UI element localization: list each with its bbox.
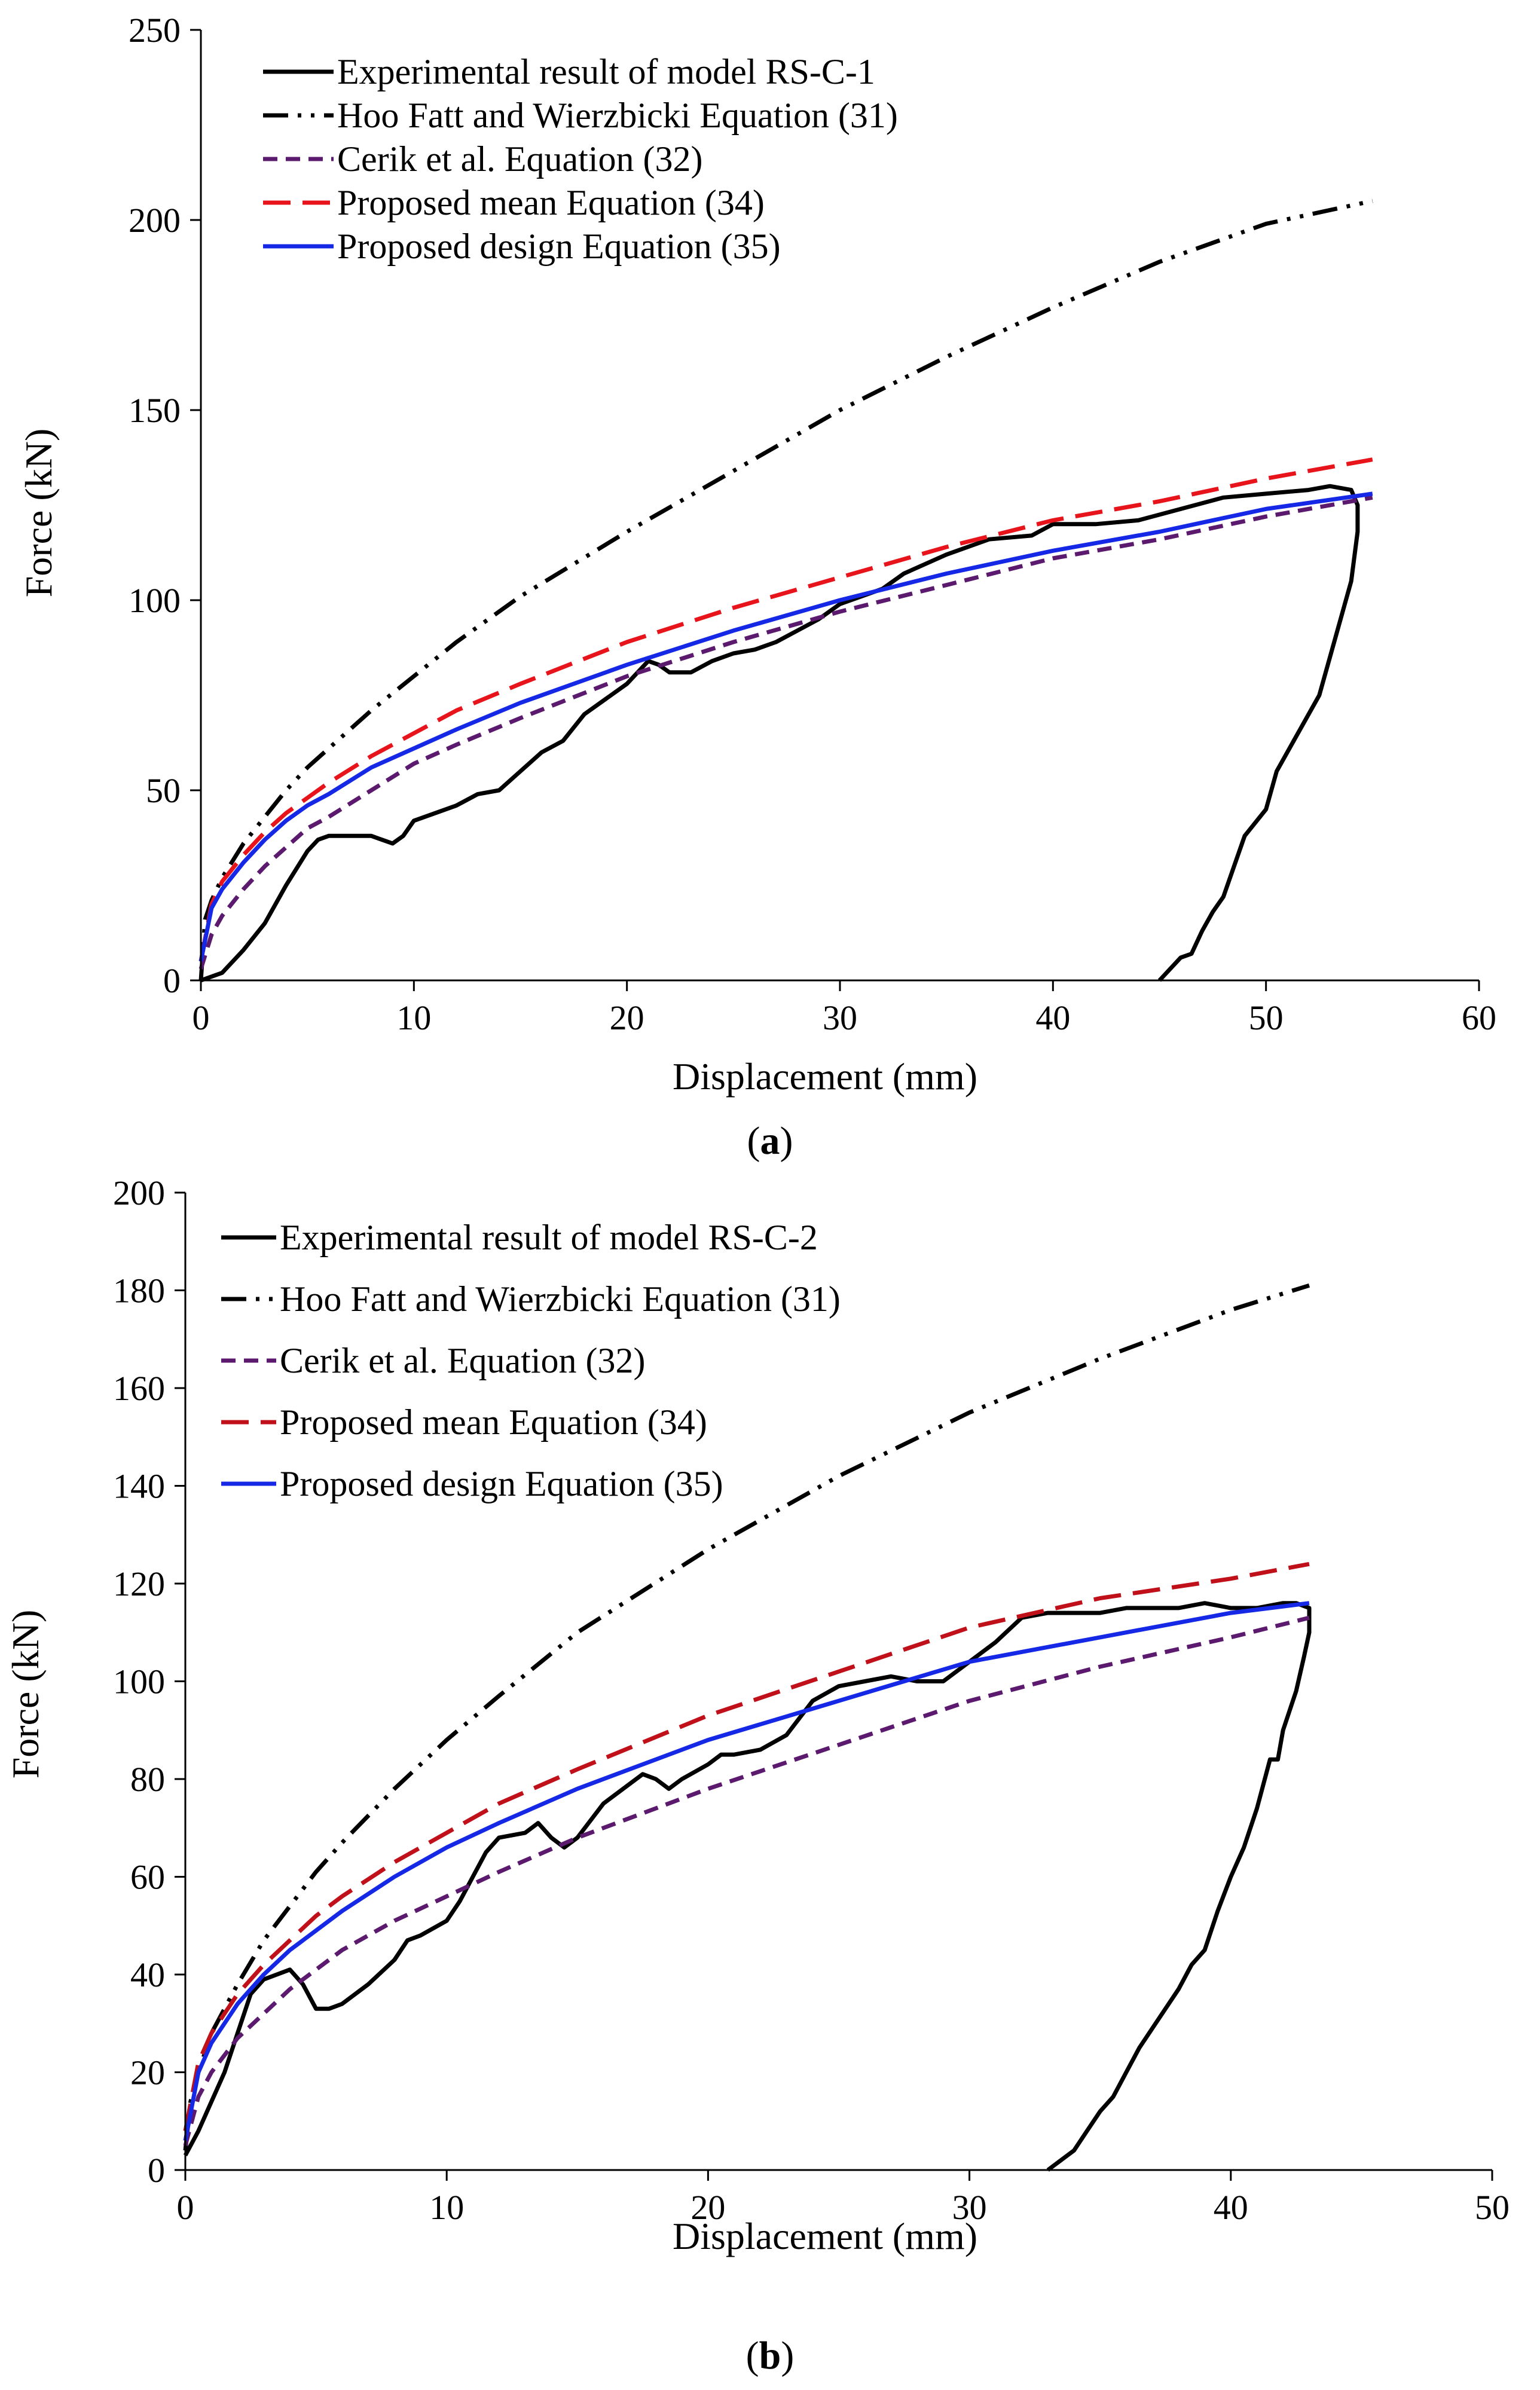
chart-b-y-tick-label: 120: [113, 1564, 165, 1603]
chart-b-axes: [184, 1193, 1492, 2171]
chart-a-series-lines: [198, 198, 1373, 983]
chart-b-caption: (b): [746, 2334, 795, 2377]
chart-a-y-tick-label: 50: [146, 771, 181, 810]
chart-b-ticks: 0 10 20 30 40 50 0 20 40 60 80 100 120 140 160 180 200: [113, 1173, 1510, 2227]
chart-b-y-tick-label: 100: [113, 1662, 165, 1701]
chart-b-y-tick-label: 200: [113, 1173, 165, 1212]
chart-b-x-tick-label: 50: [1475, 2188, 1510, 2227]
chart-a-x-axis-title: Displacement (mm): [673, 1055, 977, 1098]
chart-b-series-line-4: [183, 1561, 1310, 2132]
chart-b-y-axis-title: Force (kN): [4, 1610, 47, 1779]
chart-b-x-tick-label: 40: [1214, 2188, 1248, 2227]
chart-b-series-line-1: [183, 1601, 1312, 2172]
chart-b-series-line-5: [183, 1601, 1310, 2141]
chart-a-series-line-5: [198, 491, 1373, 962]
chart-a-x-tick-label: 60: [1462, 998, 1496, 1037]
chart-b-x-tick-label: 10: [429, 2188, 464, 2227]
chart-a-x-tick-label: 20: [610, 998, 644, 1037]
chart-b-y-tick-label: 0: [148, 2151, 165, 2190]
chart-b-legend-label-1: Experimental result of model RS-C-2: [280, 1218, 818, 1257]
chart-b: 0 10 20 30 40 50 0 20 40 60 80 100 120 140 160 180 200 D…: [4, 1173, 1510, 2377]
chart-a-y-tick-label: 0: [163, 961, 181, 1000]
chart-b-series-line-3: [183, 1615, 1310, 2147]
chart-a-y-tick-label: 100: [129, 581, 181, 620]
chart-b-x-tick-label: 30: [952, 2188, 987, 2227]
chart-a-series-line-2: [198, 198, 1373, 981]
chart-b-legend-label-4: Proposed mean Equation (34): [280, 1402, 707, 1442]
chart-b-y-tick-label: 60: [130, 1858, 165, 1897]
chart-b-series-lines: [183, 1283, 1312, 2172]
chart-a-legend-label-4: Proposed mean Equation (34): [337, 183, 765, 222]
chart-b-y-tick-label: 160: [113, 1369, 165, 1408]
chart-a-x-tick-label: 0: [192, 998, 210, 1037]
chart-b-y-tick-label: 80: [130, 1760, 165, 1799]
chart-b-x-tick-label: 20: [690, 2188, 725, 2227]
chart-a-y-tick-label: 150: [129, 391, 181, 430]
chart-a-series-line-1: [200, 484, 1360, 983]
chart-b-legend-label-2: Hoo Fatt and Wierzbicki Equation (31): [280, 1279, 841, 1319]
chart-b-legend-label-3: Cerik et al. Equation (32): [280, 1341, 645, 1380]
chart-a-series-line-4: [198, 457, 1373, 962]
chart-b-legend-label-5: Proposed design Equation (35): [280, 1464, 723, 1503]
chart-a-y-tick-label: 250: [129, 11, 181, 50]
chart-a-legend-label-2: Hoo Fatt and Wierzbicki Equation (31): [337, 96, 898, 135]
chart-a-caption: (a): [747, 1119, 793, 1163]
chart-b-x-axis-title: Displacement (mm): [673, 2215, 977, 2257]
chart-a: 0 10 20 30 40 50 60 0 50 100 150 200 250 Displacemen…: [17, 11, 1496, 1163]
chart-b-y-tick-label: 140: [113, 1467, 165, 1506]
chart-a-x-tick-label: 10: [396, 998, 431, 1037]
chart-b-y-tick-label: 40: [130, 1955, 165, 1994]
chart-a-legend: Experimental result of model RS-C-1 Hoo F…: [263, 52, 898, 266]
chart-a-y-tick-label: 200: [129, 201, 181, 240]
chart-b-legend: Experimental result of model RS-C-2 Hoo F…: [221, 1218, 841, 1503]
chart-a-x-tick-label: 50: [1249, 998, 1284, 1037]
chart-b-x-tick-label: 0: [177, 2188, 194, 2227]
chart-a-legend-label-1: Experimental result of model RS-C-1: [337, 52, 875, 91]
chart-b-y-tick-label: 20: [130, 2053, 165, 2092]
chart-a-x-tick-label: 30: [823, 998, 857, 1037]
chart-a-y-axis-title: Force (kN): [17, 429, 60, 598]
chart-a-ticks: 0 10 20 30 40 50 60 0 50 100 150 200 250: [129, 11, 1496, 1037]
chart-b-y-tick-label: 180: [113, 1272, 165, 1310]
chart-a-series-line-3: [198, 495, 1373, 970]
chart-a-legend-label-3: Cerik et al. Equation (32): [337, 139, 702, 179]
chart-a-legend-label-5: Proposed design Equation (35): [337, 227, 781, 266]
chart-a-x-tick-label: 40: [1035, 998, 1070, 1037]
chart-b-series-line-2: [183, 1283, 1310, 2151]
